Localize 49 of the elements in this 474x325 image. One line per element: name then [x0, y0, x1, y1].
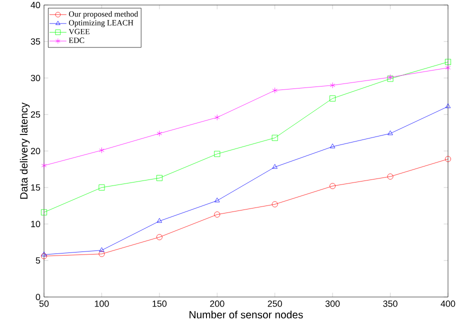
point [214, 114, 220, 120]
point [214, 198, 220, 202]
point [272, 134, 278, 141]
point [445, 64, 451, 71]
y-tick-label: 5 [36, 257, 40, 264]
point [330, 95, 336, 102]
x-tick-label: 200 [210, 300, 224, 307]
y-tick-label: 40 [30, 2, 40, 8]
x-tick-label: 100 [94, 300, 109, 307]
y-tick-label: 20 [30, 148, 40, 154]
x-tick-label: 250 [268, 300, 282, 307]
y-tick-label: 25 [30, 111, 40, 118]
point [41, 253, 47, 260]
point [98, 250, 105, 257]
point [99, 147, 104, 154]
x-tick-label: 350 [383, 300, 398, 307]
y-axis-title: Data delivery latency [20, 102, 30, 199]
y-tick-label: 15 [31, 184, 40, 191]
point [445, 103, 451, 108]
point [272, 164, 278, 169]
point [387, 174, 394, 180]
y-tick-label: 35 [30, 38, 40, 45]
y-tick-label: 0 [36, 294, 40, 300]
point [388, 130, 393, 136]
point [330, 144, 336, 148]
x-tick-label: 50 [39, 300, 49, 307]
point [272, 87, 278, 94]
point [41, 162, 47, 169]
y-tick-label: 30 [30, 74, 40, 82]
point [445, 156, 451, 162]
x-tick-label: 400 [440, 300, 456, 307]
point [214, 212, 220, 218]
x-axis-title: Number of sensor nodes [190, 310, 303, 318]
point [99, 247, 104, 252]
point [330, 183, 336, 190]
point [41, 209, 47, 216]
point [156, 175, 162, 181]
x-tick-label: 150 [152, 300, 167, 307]
point [156, 234, 162, 240]
point [41, 252, 47, 256]
point [445, 58, 451, 65]
x-tick-label: 300 [325, 300, 340, 307]
point [156, 218, 162, 223]
point [214, 150, 220, 157]
point [156, 130, 162, 136]
y-tick-label: 10 [31, 220, 40, 228]
point [272, 201, 278, 208]
point [98, 184, 105, 190]
point [330, 82, 336, 88]
